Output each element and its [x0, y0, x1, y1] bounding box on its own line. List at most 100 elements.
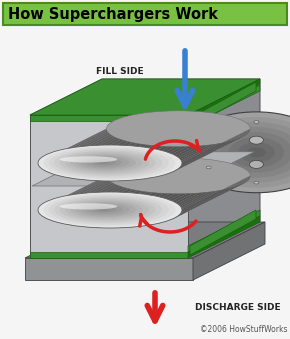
Polygon shape: [52, 186, 124, 222]
Polygon shape: [171, 184, 242, 220]
Polygon shape: [74, 144, 148, 179]
Polygon shape: [193, 222, 265, 280]
Polygon shape: [38, 176, 107, 212]
Polygon shape: [119, 194, 193, 228]
Polygon shape: [39, 132, 108, 167]
Polygon shape: [74, 144, 148, 179]
Ellipse shape: [97, 161, 109, 164]
Polygon shape: [188, 85, 260, 127]
Ellipse shape: [206, 166, 211, 169]
Ellipse shape: [81, 203, 129, 215]
Polygon shape: [119, 146, 193, 181]
Polygon shape: [188, 79, 260, 120]
Polygon shape: [96, 194, 170, 228]
Polygon shape: [141, 144, 214, 179]
Ellipse shape: [76, 155, 136, 170]
Polygon shape: [146, 144, 219, 179]
Ellipse shape: [87, 205, 123, 214]
Polygon shape: [113, 147, 187, 181]
Polygon shape: [30, 79, 260, 115]
Polygon shape: [42, 181, 112, 217]
Polygon shape: [180, 179, 249, 214]
Polygon shape: [155, 189, 228, 224]
Polygon shape: [174, 183, 245, 218]
Polygon shape: [135, 192, 209, 227]
Polygon shape: [124, 193, 198, 227]
Polygon shape: [182, 176, 250, 212]
Polygon shape: [178, 133, 248, 169]
Polygon shape: [96, 146, 170, 181]
Polygon shape: [74, 192, 148, 226]
Polygon shape: [25, 222, 265, 258]
Polygon shape: [135, 192, 209, 227]
Polygon shape: [39, 179, 108, 214]
Polygon shape: [180, 132, 249, 167]
Polygon shape: [79, 145, 153, 180]
Polygon shape: [38, 177, 107, 213]
Polygon shape: [30, 115, 188, 121]
Ellipse shape: [92, 206, 116, 212]
Ellipse shape: [81, 156, 129, 168]
Polygon shape: [69, 191, 142, 225]
Polygon shape: [44, 183, 115, 218]
Polygon shape: [190, 82, 256, 127]
Polygon shape: [146, 144, 219, 179]
Polygon shape: [151, 143, 224, 178]
Ellipse shape: [38, 192, 182, 228]
Polygon shape: [30, 79, 260, 115]
Polygon shape: [180, 179, 249, 214]
Polygon shape: [84, 146, 158, 180]
Polygon shape: [46, 184, 117, 220]
Polygon shape: [107, 147, 181, 181]
Polygon shape: [56, 141, 128, 176]
Polygon shape: [141, 192, 214, 226]
Polygon shape: [174, 136, 245, 172]
Polygon shape: [49, 185, 121, 221]
Polygon shape: [38, 129, 107, 164]
Ellipse shape: [249, 160, 263, 168]
Polygon shape: [155, 142, 228, 177]
Polygon shape: [42, 181, 112, 217]
Ellipse shape: [254, 121, 259, 123]
Polygon shape: [49, 185, 121, 221]
Polygon shape: [178, 133, 248, 169]
Text: FILL SIDE: FILL SIDE: [96, 67, 144, 77]
Ellipse shape: [70, 201, 142, 219]
Polygon shape: [160, 141, 232, 176]
Polygon shape: [40, 133, 110, 169]
Polygon shape: [168, 185, 239, 221]
Ellipse shape: [49, 148, 169, 178]
Polygon shape: [176, 135, 247, 170]
Ellipse shape: [60, 203, 117, 210]
Polygon shape: [84, 193, 158, 227]
Polygon shape: [130, 146, 204, 180]
Ellipse shape: [65, 152, 149, 173]
Polygon shape: [141, 192, 214, 226]
Polygon shape: [60, 189, 133, 224]
Ellipse shape: [54, 149, 162, 176]
Polygon shape: [151, 143, 224, 178]
Polygon shape: [182, 129, 250, 164]
Ellipse shape: [38, 145, 182, 181]
Polygon shape: [176, 181, 247, 217]
Polygon shape: [38, 176, 107, 212]
Polygon shape: [160, 188, 232, 223]
Polygon shape: [56, 141, 128, 176]
Ellipse shape: [92, 159, 116, 165]
Polygon shape: [168, 185, 239, 221]
Polygon shape: [188, 79, 260, 258]
Ellipse shape: [44, 146, 175, 179]
Polygon shape: [69, 191, 142, 225]
Ellipse shape: [44, 194, 175, 226]
Polygon shape: [40, 133, 110, 169]
Ellipse shape: [220, 132, 290, 173]
Polygon shape: [32, 152, 254, 186]
Polygon shape: [46, 137, 117, 173]
Polygon shape: [188, 216, 260, 258]
Polygon shape: [182, 176, 250, 212]
Polygon shape: [107, 147, 181, 181]
Polygon shape: [181, 177, 250, 213]
Polygon shape: [90, 193, 164, 227]
Polygon shape: [124, 146, 198, 181]
Polygon shape: [90, 146, 164, 181]
